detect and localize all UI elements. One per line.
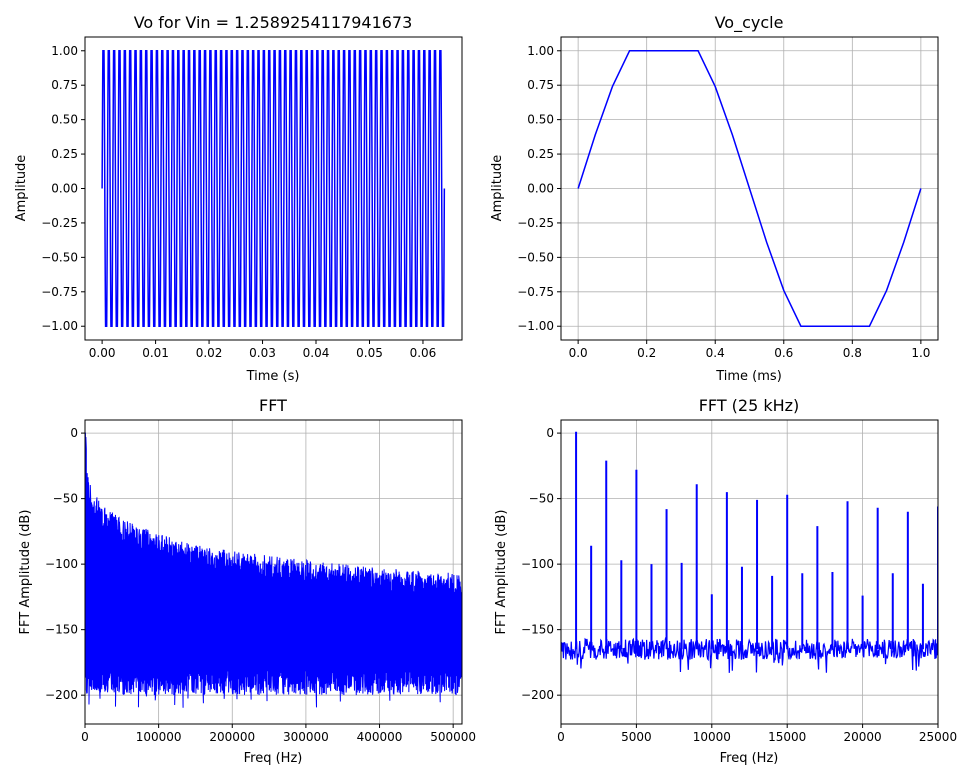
y-tick-label: 0.75 [51,78,78,92]
chart-title: FFT (25 kHz) [699,396,800,415]
y-tick-label: −200 [521,688,554,702]
x-tick-label: 100000 [136,730,182,744]
y-tick-label: −0.50 [41,250,78,264]
y-tick-label: −100 [521,557,554,571]
y-tick-label: −0.25 [41,216,78,230]
y-tick-label: 0.25 [51,147,78,161]
x-tick-label: 0.4 [706,346,725,360]
y-tick-label: 1.00 [527,44,554,58]
x-tick-label: 0.2 [637,346,656,360]
y-tick-label: −0.75 [41,285,78,299]
x-tick-label: 0 [81,730,89,744]
x-tick-label: 15000 [768,730,806,744]
x-tick-label: 0.6 [774,346,793,360]
x-tick-label: 0.06 [410,346,437,360]
y-tick-label: −50 [53,492,78,506]
chart-title: FFT [259,396,287,415]
chart-fft: FFT Freq (Hz) FFT Amplitude (dB) 0 100000… [18,396,476,766]
y-tick-label: −0.25 [517,216,554,230]
x-axis-label: Freq (Hz) [244,751,303,766]
series-line [85,432,462,708]
y-tick-label: −0.50 [517,250,554,264]
series-line [101,50,446,327]
y-axis-label: FFT Amplitude (dB) [494,510,509,635]
y-axis-label: FFT Amplitude (dB) [18,510,33,635]
x-tick-label: 500000 [430,730,476,744]
y-tick-label: 0.75 [527,78,554,92]
y-tick-label: −50 [529,492,554,506]
x-tick-label: 5000 [621,730,652,744]
x-tick-label: 0.03 [249,346,276,360]
y-axis-label: Amplitude [490,155,505,222]
y-tick-label: −150 [521,623,554,637]
x-tick-label: 0.05 [356,346,383,360]
noise-floor-line [561,636,938,673]
y-tick-label: 0.00 [527,182,554,196]
plot-frame [560,419,939,725]
y-tick-label: 0 [70,426,78,440]
y-tick-label: 1.00 [51,44,78,58]
y-tick-label: 0.50 [527,113,554,127]
y-tick-label: 0.00 [51,182,78,196]
x-tick-label: 0.02 [196,346,223,360]
y-tick-label: 0.50 [51,113,78,127]
y-tick-label: −0.75 [517,285,554,299]
x-tick-label: 0.8 [843,346,862,360]
x-axis-label: Freq (Hz) [720,751,779,766]
chart-title: Vo for Vin = 1.2589254117941673 [134,13,413,32]
x-tick-label: 0 [557,730,565,744]
y-axis-label: Amplitude [14,155,29,222]
x-tick-label: 0.04 [303,346,330,360]
x-tick-label: 1.0 [911,346,930,360]
y-tick-label: −1.00 [517,319,554,333]
y-tick-label: −100 [45,557,78,571]
chart-title: Vo_cycle [715,13,784,33]
x-axis-label: Time (s) [246,369,300,384]
chart-vo-full: Vo for Vin = 1.2589254117941673 Time (s)… [14,13,463,384]
plot-frame [84,419,463,725]
y-tick-label: 0 [546,426,554,440]
x-tick-label: 400000 [357,730,403,744]
x-axis-label: Time (ms) [715,369,782,384]
series-line [577,50,922,327]
x-tick-label: 300000 [283,730,329,744]
x-tick-label: 25000 [919,730,957,744]
x-tick-label: 10000 [693,730,731,744]
chart-fft-25khz: FFT (25 kHz) Freq (Hz) FFT Amplitude (dB… [494,396,957,766]
y-tick-label: −150 [45,623,78,637]
x-tick-label: 0.01 [142,346,169,360]
y-tick-label: −1.00 [41,319,78,333]
x-tick-label: 0.00 [89,346,116,360]
x-tick-label: 200000 [209,730,255,744]
y-tick-label: 0.25 [527,147,554,161]
y-tick-label: −200 [45,688,78,702]
chart-vo-cycle: Vo_cycle Time (ms) Amplitude 0.0 0.2 0.4 0.… [490,13,939,384]
x-tick-label: 20000 [844,730,882,744]
x-tick-label: 0.0 [569,346,588,360]
